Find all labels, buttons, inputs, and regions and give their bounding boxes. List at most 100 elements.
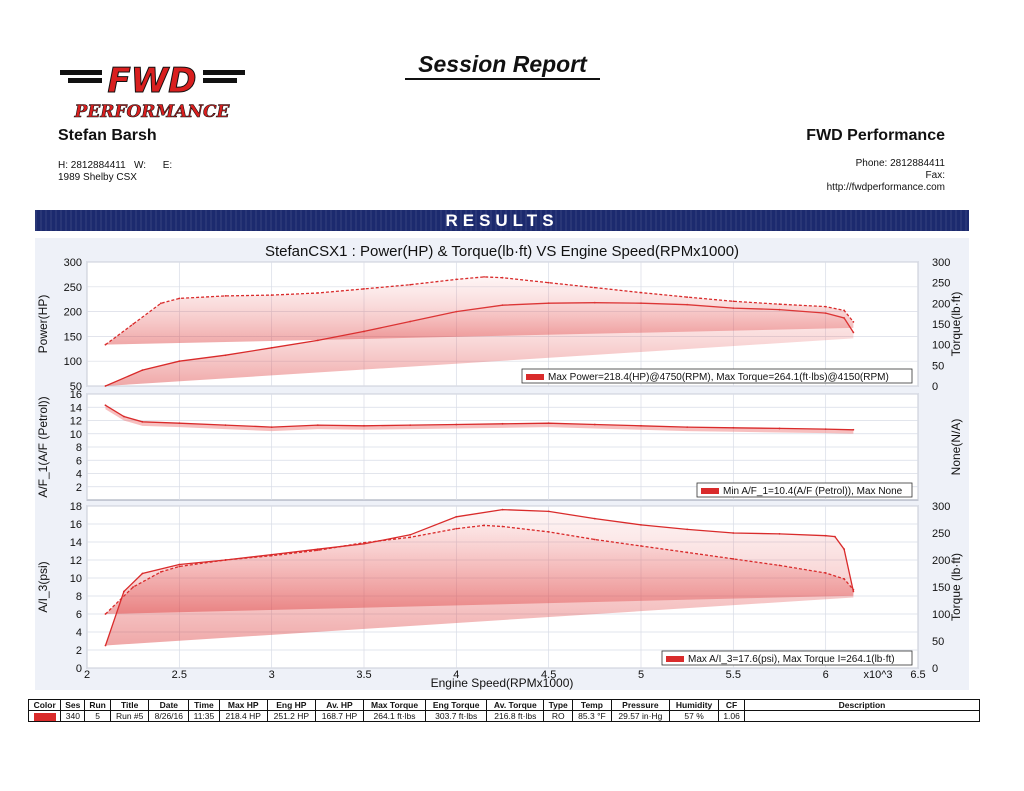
table-header-cell: Color bbox=[27, 699, 62, 711]
table-cell: 1.06 bbox=[718, 710, 745, 722]
tick-label-left: 14 bbox=[70, 537, 82, 549]
table-cell: 29.57 in·Hg bbox=[610, 710, 670, 722]
table-header-cell: Run bbox=[84, 699, 111, 711]
series-point-afr-0 bbox=[224, 424, 227, 427]
tick-label-right: 0 bbox=[932, 663, 938, 675]
tick-label-right: 50 bbox=[932, 636, 944, 648]
table-header-cell: Av. HP bbox=[314, 699, 365, 711]
table-cell: 251.2 HP bbox=[266, 710, 316, 722]
tick-label-left: 8 bbox=[76, 442, 82, 454]
tick-label-right: 250 bbox=[932, 528, 950, 540]
series-point-aux-0 bbox=[640, 524, 642, 526]
table-header-cell: Title bbox=[109, 699, 150, 711]
series-point-power-1 bbox=[824, 305, 827, 308]
series-point-power-1 bbox=[843, 309, 846, 312]
series-point-aux-1 bbox=[732, 558, 735, 560]
tick-label-right: 150 bbox=[932, 319, 950, 331]
table-row[interactable]: 340 5 Run #5 8/26/16 11:35 218.4 HP 251.2 HP 16… bbox=[27, 710, 980, 722]
series-point-afr-0 bbox=[270, 426, 273, 429]
x-axis-multiplier: x10^3 bbox=[863, 669, 892, 681]
series-point-afr-0 bbox=[178, 422, 181, 425]
series-point-power-1 bbox=[270, 294, 273, 296]
tick-label-left: 4 bbox=[76, 469, 82, 481]
series-point-aux-0 bbox=[501, 508, 504, 511]
series-point-aux-0 bbox=[547, 510, 550, 513]
tick-label-right: 100 bbox=[932, 340, 950, 352]
y-axis-label-right: None(N/A) bbox=[949, 419, 963, 476]
table-header-cell: Av. Torque bbox=[486, 699, 545, 711]
customer-contact: H: 2812884411 W: E: bbox=[58, 160, 173, 171]
tick-label-left: 10 bbox=[70, 429, 82, 441]
series-point-aux-1 bbox=[455, 527, 458, 530]
series-point-afr-0 bbox=[824, 428, 827, 431]
series-point-afr-0 bbox=[852, 428, 855, 431]
series-point-aux-1 bbox=[224, 559, 227, 561]
series-point-aux-1 bbox=[159, 570, 162, 573]
series-point-afr-0 bbox=[363, 424, 365, 427]
series-point-aux-1 bbox=[593, 538, 596, 541]
table-cell: 216.8 ft·lbs bbox=[486, 710, 545, 722]
series-point-power-1 bbox=[483, 275, 485, 278]
table-cell: 5 bbox=[84, 710, 111, 722]
table-header-cell: Date bbox=[148, 699, 190, 711]
table-header-cell: Eng Torque bbox=[424, 699, 488, 711]
series-point-afr-0 bbox=[547, 422, 550, 425]
tick-label-right: 250 bbox=[932, 278, 950, 290]
tick-label-left: 2 bbox=[76, 645, 82, 657]
tick-label-left: 18 bbox=[70, 501, 82, 513]
series-point-power-0 bbox=[270, 346, 273, 349]
series-point-power-1 bbox=[547, 281, 550, 284]
series-point-aux-1 bbox=[178, 565, 181, 568]
tick-label-left: 4 bbox=[76, 627, 82, 639]
legend-swatch-afr bbox=[701, 488, 719, 494]
table-header-cell: Description bbox=[744, 699, 980, 711]
tick-label-left: 50 bbox=[70, 381, 82, 393]
run-color-swatch bbox=[27, 710, 62, 722]
series-point-aux-0 bbox=[141, 572, 144, 575]
table-header-cell: Eng HP bbox=[266, 699, 316, 711]
table-cell: Run #5 bbox=[109, 710, 150, 722]
series-point-afr-0 bbox=[732, 426, 735, 429]
tick-label-left: 10 bbox=[70, 573, 82, 585]
tick-label-right: 300 bbox=[932, 257, 950, 269]
table-header-cell: Type bbox=[543, 699, 574, 711]
series-point-afr-0 bbox=[593, 423, 596, 426]
tick-label-x: 2.5 bbox=[172, 669, 187, 681]
series-point-power-1 bbox=[640, 291, 642, 294]
table-cell: 168.7 HP bbox=[314, 710, 365, 722]
tick-label-left: 12 bbox=[70, 555, 82, 567]
y-axis-label-right: Torque(lb·ft) bbox=[949, 292, 963, 357]
tick-label-left: 150 bbox=[64, 331, 82, 343]
tick-label-x: 5 bbox=[638, 669, 644, 681]
tick-label-right: 50 bbox=[932, 360, 944, 372]
y-axis-label-left: A/F_1(A/F (Petrol)) bbox=[36, 396, 50, 497]
series-point-power-1 bbox=[224, 294, 227, 297]
tick-label-left: 16 bbox=[70, 389, 82, 401]
series-point-aux-1 bbox=[686, 551, 689, 554]
customer-name: Stefan Barsh bbox=[58, 127, 157, 144]
legend-swatch-power bbox=[526, 374, 544, 380]
tick-label-left: 16 bbox=[70, 519, 82, 531]
series-point-afr-0 bbox=[686, 426, 689, 429]
series-point-aux-1 bbox=[316, 549, 319, 552]
table-cell: 264.1 ft·lbs bbox=[363, 710, 426, 722]
series-point-aux-1 bbox=[363, 541, 365, 544]
series-point-power-0 bbox=[141, 369, 144, 372]
series-point-power-1 bbox=[501, 276, 504, 279]
tick-label-left: 12 bbox=[70, 416, 82, 428]
series-point-power-0 bbox=[852, 331, 855, 334]
series-point-aux-1 bbox=[778, 564, 781, 567]
table-header-cell: Max HP bbox=[218, 699, 268, 711]
results-banner: RESULTS bbox=[35, 210, 969, 231]
series-point-afr-0 bbox=[316, 424, 319, 427]
tick-label-left: 14 bbox=[70, 402, 82, 414]
table-header-cell: Temp bbox=[572, 699, 612, 711]
table-cell: 85.3 °F bbox=[572, 710, 612, 722]
table-header-cell: Humidity bbox=[668, 699, 720, 711]
tick-label-right: 200 bbox=[932, 298, 950, 310]
tick-label-x: 3 bbox=[269, 669, 275, 681]
series-point-power-1 bbox=[852, 321, 855, 323]
legend-box-aux bbox=[661, 650, 913, 666]
y-axis-label-right: Torque (lb·ft) bbox=[949, 553, 963, 621]
table-cell: 11:35 bbox=[188, 710, 220, 722]
